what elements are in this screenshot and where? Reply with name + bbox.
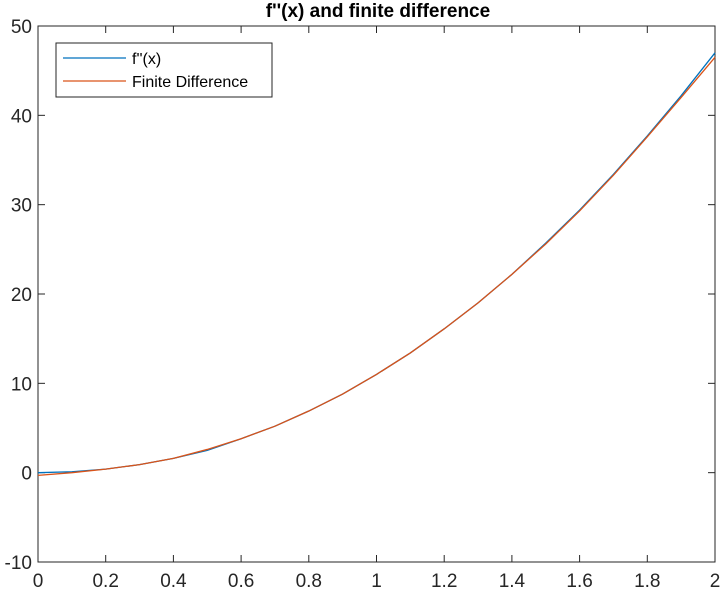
y-tick-label: 0: [21, 464, 32, 485]
series-lines: [37, 52, 716, 476]
y-tick-label: 50: [11, 17, 32, 38]
x-tick-label: 0.6: [228, 571, 254, 591]
series-line-1: [37, 56, 716, 476]
plot-area: [37, 25, 716, 563]
x-tick-label: 1.6: [566, 571, 592, 591]
legend-label: f''(x): [132, 51, 161, 68]
y-tick-label: 40: [11, 106, 32, 127]
x-tick-label: 0.4: [160, 571, 187, 591]
x-tick-label: 1: [371, 571, 382, 591]
x-tick-label: 2: [710, 571, 721, 591]
legend: f''(x) Finite Difference: [55, 42, 273, 98]
y-tick-label: 10: [11, 374, 32, 395]
y-tick-label: 30: [11, 196, 32, 217]
axis-tick-labels: 0 0.2 0.4 0.6 0.8 1 1.2 1.4 1.6 1.8 2-100102030405…: [5, 17, 721, 591]
y-tick-label: -10: [5, 553, 32, 574]
x-tick-label: 0.8: [296, 571, 322, 591]
x-tick-label: 1.8: [634, 571, 660, 591]
x-tick-label: 1.2: [431, 571, 457, 591]
chart-title: f''(x) and finite difference: [266, 1, 490, 22]
y-tick-label: 20: [11, 285, 32, 306]
x-tick-label: 0: [33, 571, 44, 591]
legend-label: Finite Difference: [132, 74, 248, 91]
x-tick-label: 0.2: [92, 571, 118, 591]
x-tick-label: 1.4: [499, 571, 526, 591]
legend-box: [55, 42, 273, 98]
